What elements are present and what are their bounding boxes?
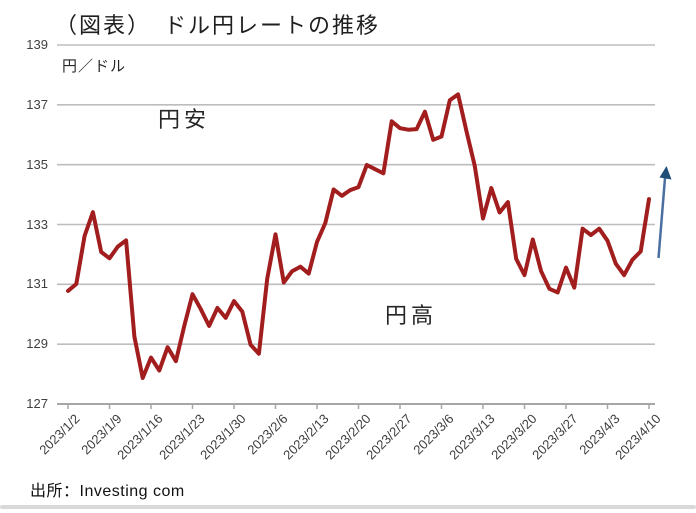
annotation-strong-yen: 円高 — [385, 303, 438, 328]
y-tick-label: 133 — [26, 216, 48, 232]
y-axis-unit-label: 円／ドル — [62, 58, 127, 75]
rate-line-layer — [66, 92, 651, 380]
source-label: 出所：Investing com — [30, 483, 185, 500]
y-tick-label: 127 — [26, 396, 48, 411]
chart-title: （図表） ドル円レートの推移 — [55, 13, 381, 38]
trend-up-arrow — [657, 166, 672, 259]
y-tick-label: 139 — [26, 37, 48, 52]
y-tick-label: 129 — [26, 336, 48, 352]
y-tick-label: 137 — [26, 96, 48, 112]
annotation-weak-yen: 円安 — [158, 107, 211, 132]
grid-layer — [57, 44, 655, 409]
y-tick-label: 135 — [26, 156, 48, 172]
usdjpy-rate-line — [66, 92, 651, 380]
slide-bottom-divider — [0, 505, 696, 509]
y-tick-label: 131 — [26, 276, 48, 292]
